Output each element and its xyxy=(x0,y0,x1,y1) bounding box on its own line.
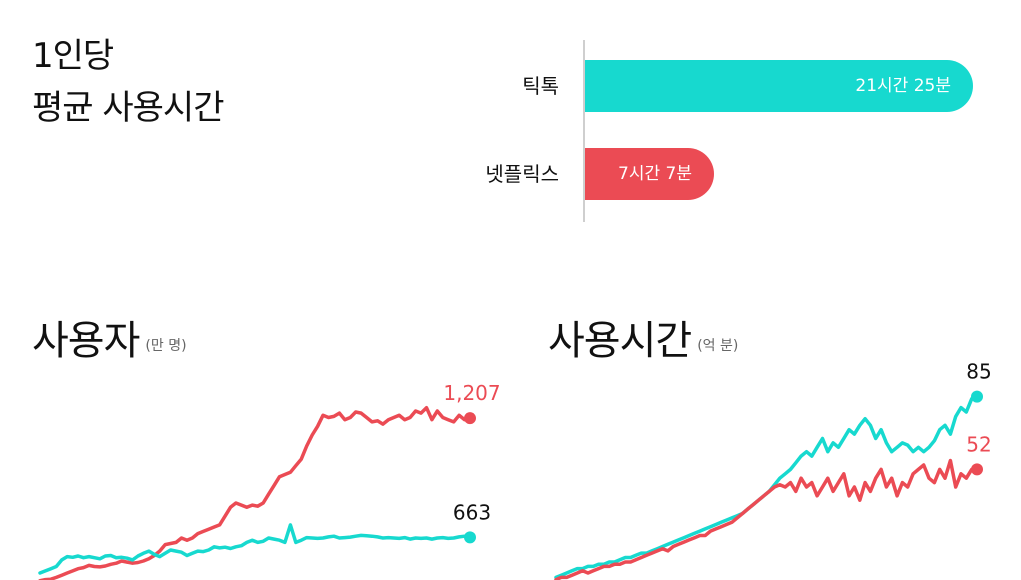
users-series-end-point-0 xyxy=(464,412,476,425)
bar-tiktok: 21시간 25분 xyxy=(585,60,973,112)
time-unit: (억 분) xyxy=(697,338,739,354)
avg-usage-bar-chart: 틱톡 21시간 25분 넷플릭스 7시간 7분 xyxy=(0,0,1021,240)
bar-label-tiktok: 틱톡 xyxy=(522,74,559,98)
time-series-line-0 xyxy=(554,394,979,580)
time-series-end-label-0: 85 xyxy=(966,360,991,384)
time-chart-title: 사용시간 (억 분) xyxy=(548,308,738,366)
bar-label-netflix: 넷플릭스 xyxy=(485,162,559,186)
bar-value-tiktok: 21시간 25분 xyxy=(855,76,951,96)
time-series-end-point-0 xyxy=(971,390,983,403)
users-line-chart: 1,207 663 xyxy=(38,381,501,580)
users-title-text: 사용자 xyxy=(32,318,140,364)
bar-value-netflix: 7시간 7분 xyxy=(618,164,692,184)
bar-netflix: 7시간 7분 xyxy=(585,148,714,200)
users-unit: (만 명) xyxy=(145,338,187,354)
time-title-text: 사용시간 xyxy=(548,318,692,364)
users-series-end-point-1 xyxy=(464,531,476,544)
time-series-end-label-1: 52 xyxy=(966,432,991,456)
users-series-line-1 xyxy=(38,523,472,575)
title-line-1: 1인당 xyxy=(32,36,114,76)
users-chart-title: 사용자 (만 명) xyxy=(32,308,187,366)
title-line-2: 평균 사용시간 xyxy=(32,88,224,128)
time-series-end-point-1 xyxy=(971,463,983,476)
usage-time-line-chart: 85 52 xyxy=(554,360,992,580)
bar-axis-line xyxy=(583,40,585,222)
users-series-line-0 xyxy=(38,405,472,580)
users-series-end-label-0: 1,207 xyxy=(443,381,500,405)
chart-heading: 1인당 평균 사용시간 xyxy=(32,30,224,134)
users-series-end-label-1: 663 xyxy=(453,500,491,524)
time-series-line-1 xyxy=(554,458,979,580)
